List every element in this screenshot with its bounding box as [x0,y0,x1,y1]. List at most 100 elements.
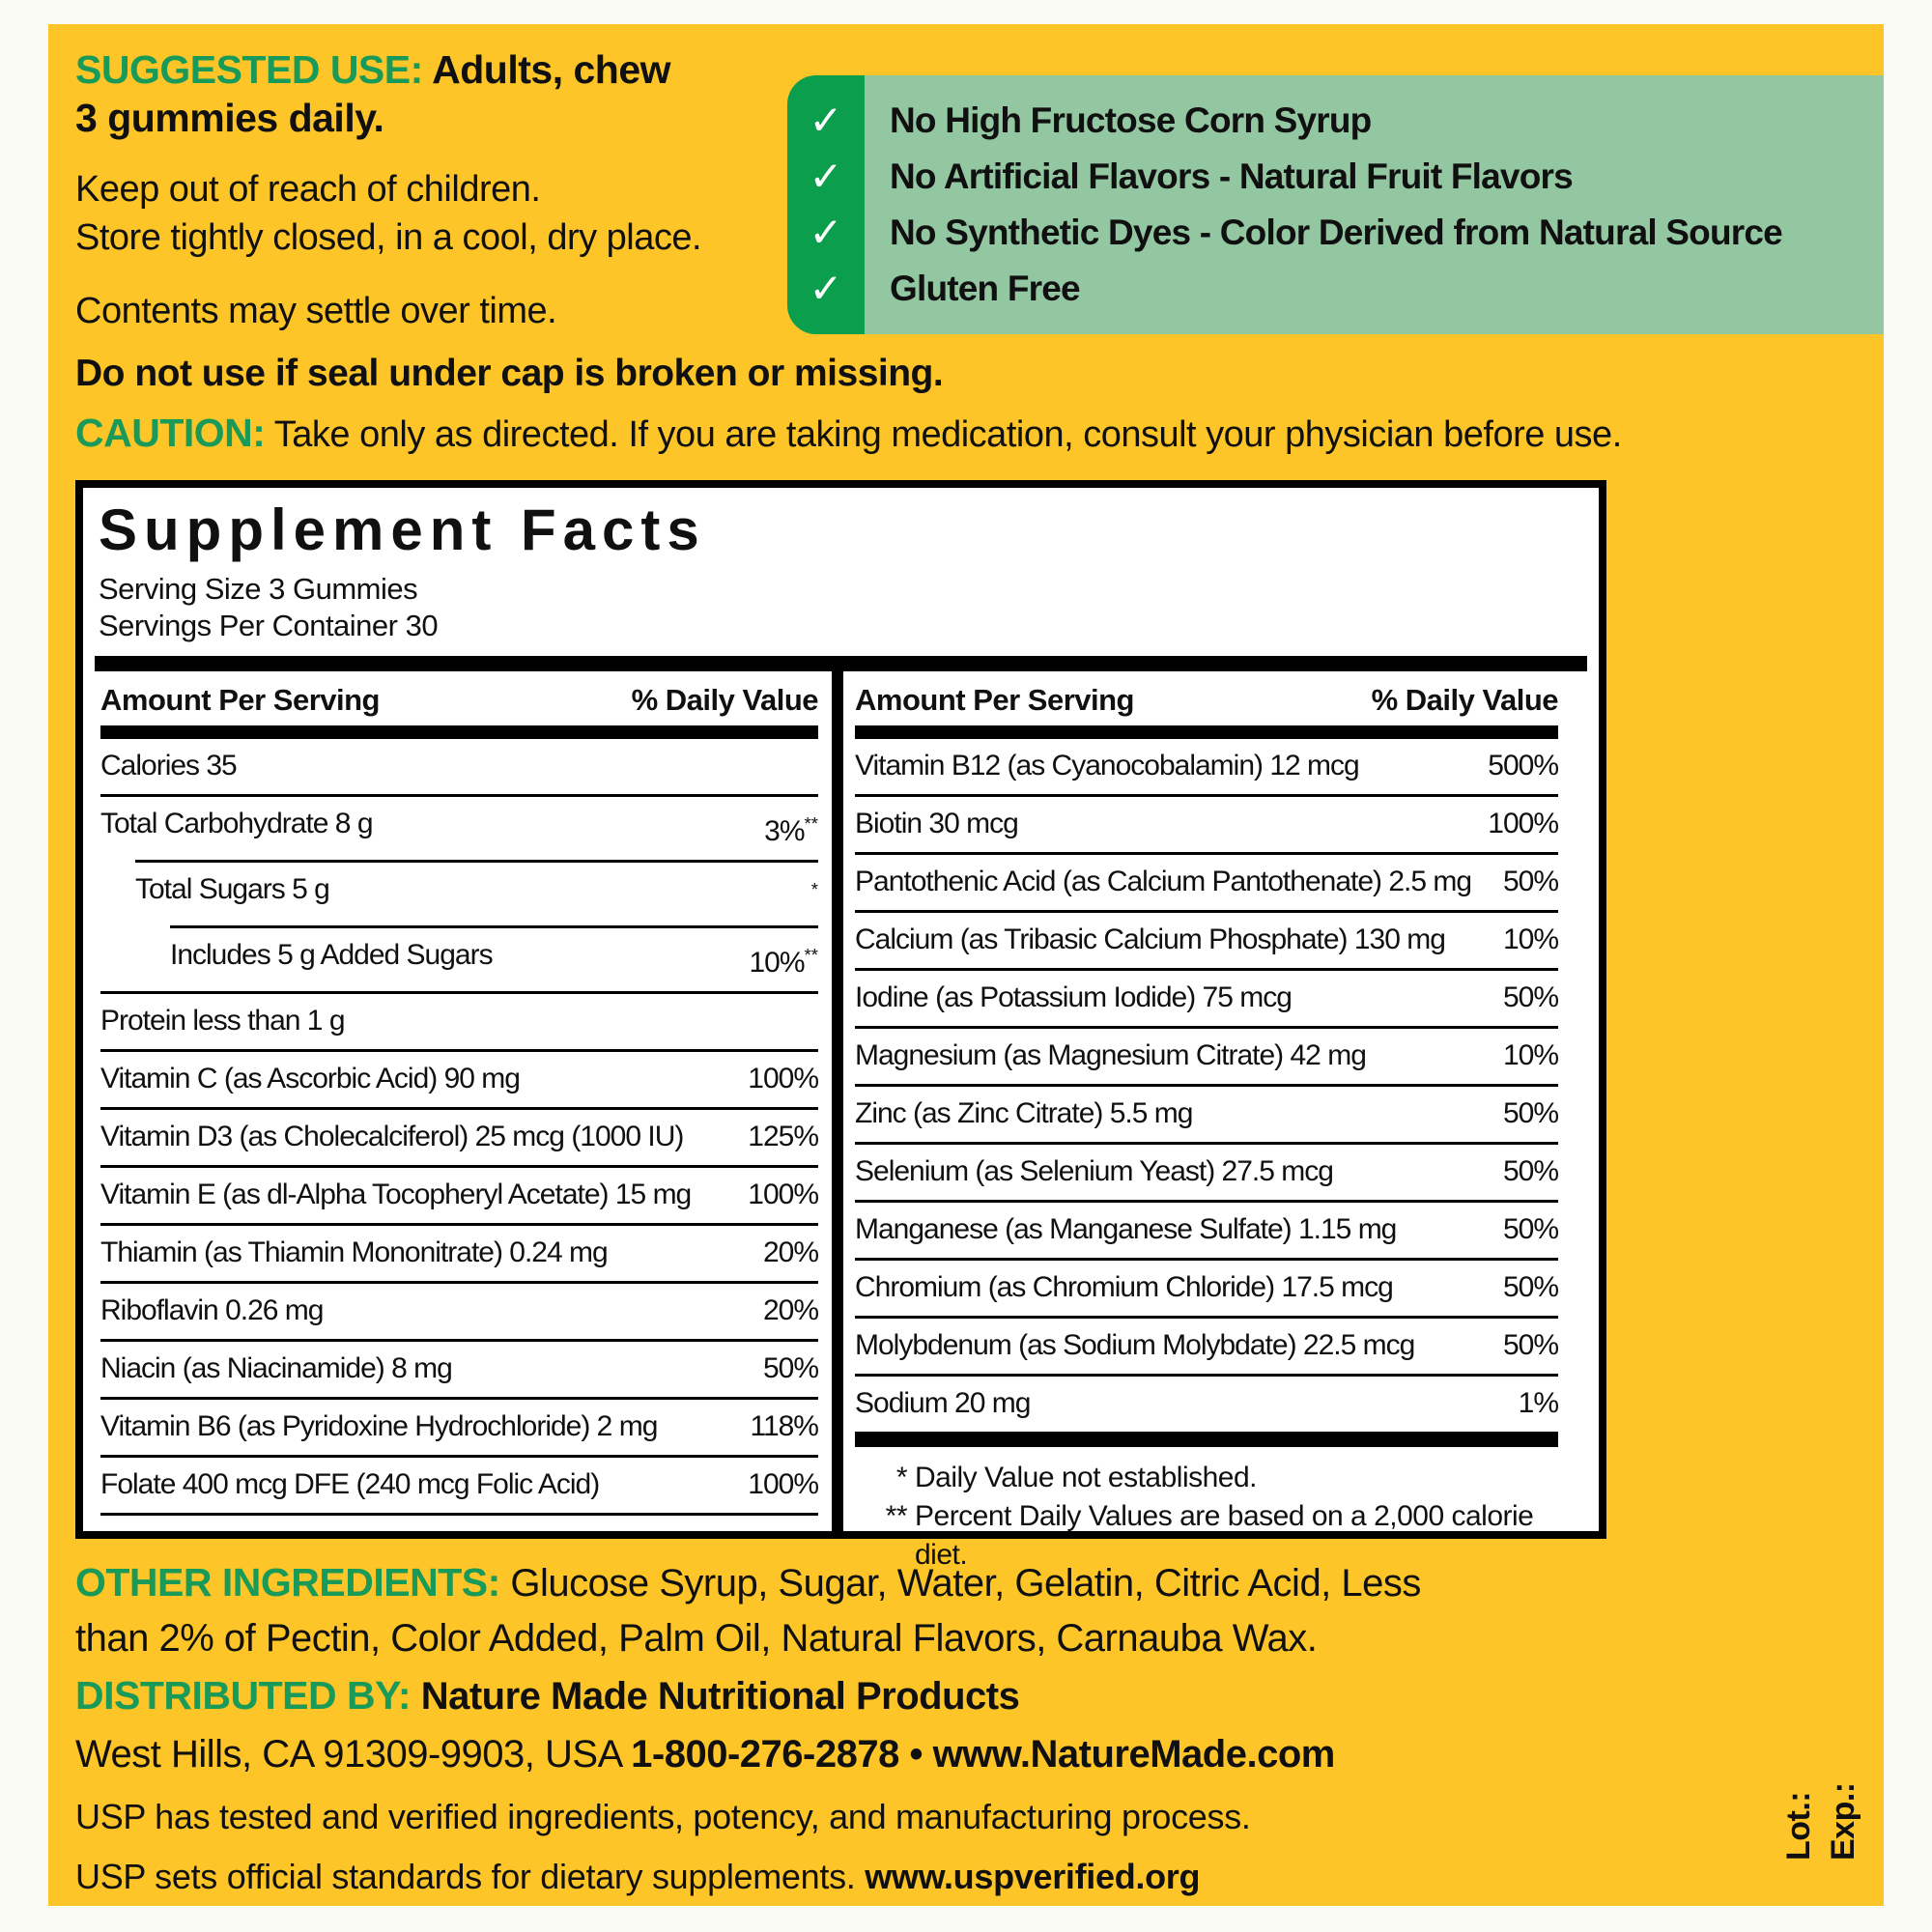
benefit-item: ✓ Gluten Free [787,261,1884,317]
storage-line: Store tightly closed, in a cool, dry pla… [75,217,702,258]
table-row: Total Carbohydrate 8 g 3%** [100,794,818,860]
benefit-item: ✓ No Artificial Flavors - Natural Fruit … [787,149,1884,205]
daily-value: 125% [748,1121,819,1152]
nutrient-name: Zinc (as Zinc Citrate) 5.5 mg [855,1097,1193,1129]
nutrient-name: Calcium (as Tribasic Calcium Phosphate) … [855,923,1446,955]
table-row: Vitamin B6 (as Pyridoxine Hydrochloride)… [100,1397,819,1455]
nutrient-name: Biotin 30 mcg [855,808,1019,839]
nutrient-table-right: Vitamin B12 (as Cyanocobalamin) 12 mcg 50… [855,739,1559,1432]
other-ingredients-line1: OTHER INGREDIENTS: Glucose Syrup, Sugar,… [75,1555,1756,1611]
table-row: Thiamin (as Thiamin Mononitrate) 0.24 mg… [100,1223,819,1281]
table-row: Manganese (as Manganese Sulfate) 1.15 mg… [855,1200,1559,1258]
nutrient-name: Includes 5 g Added Sugars [170,939,494,971]
benefit-label: No Synthetic Dyes - Color Derived from N… [890,213,1783,252]
daily-value-header: % Daily Value [631,683,819,717]
table-row: Sodium 20 mg 1% [855,1374,1559,1432]
daily-value: 50% [1502,1213,1559,1245]
table-row: Zinc (as Zinc Citrate) 5.5 mg 50% [855,1084,1559,1142]
check-icon: ✓ [809,265,843,312]
table-row: Vitamin E (as dl-Alpha Tocopheryl Acetat… [100,1165,819,1223]
table-row: Calories 35 [100,739,818,794]
suggested-use-block: SUGGESTED USE: Adults, chew 3 gummies da… [75,45,703,335]
nutrient-name: Sodium 20 mg [855,1387,1031,1419]
facts-columns: Amount Per Serving % Daily Value Calorie… [95,671,1587,1571]
storage-line: Keep out of reach of children. [75,169,541,210]
benefits-panel: ✓ No High Fructose Corn Syrup ✓ No Artif… [787,75,1884,334]
nutrient-name: Vitamin B6 (as Pyridoxine Hydrochloride)… [100,1410,658,1442]
table-row: Riboflavin 0.26 mg 20% [100,1281,819,1339]
nutrient-table-left: Calories 35 Total Carbohydrate 8 g 3%** Tot… [100,739,819,1516]
check-icon: ✓ [809,97,843,144]
checkmark-stripe [787,75,865,334]
benefit-label: Gluten Free [890,269,1081,308]
benefit-label: No Artificial Flavors - Natural Fruit Fl… [890,156,1574,196]
daily-value: 118% [750,1410,819,1442]
daily-value: 50% [1502,1155,1559,1187]
daily-value: 50% [1502,866,1559,897]
amount-header: Amount Per Serving [855,683,1135,717]
product-label: SUGGESTED USE: Adults, chew 3 gummies da… [48,24,1884,1906]
daily-value: 10% [1502,923,1559,955]
table-row: Niacin (as Niacinamide) 8 mg 50% [100,1339,819,1397]
footnote: * Daily Value not established. [865,1459,1558,1497]
check-icon: ✓ [809,153,843,200]
benefit-item: ✓ No High Fructose Corn Syrup [787,93,1884,149]
nutrient-name: Vitamin D3 (as Cholecalciferol) 25 mcg (… [100,1121,684,1152]
divider-bar [95,656,1587,671]
daily-value [809,1003,818,1039]
column-header: Amount Per Serving % Daily Value [855,671,1559,739]
check-icon: ✓ [809,209,843,256]
nutrient-name: Manganese (as Manganese Sulfate) 1.15 mg [855,1213,1397,1245]
suggested-use-text-line2: 3 gummies daily. [75,96,384,140]
daily-value: 100% [748,1063,819,1094]
daily-value: 100% [748,1468,819,1500]
table-row: Chromium (as Chromium Chloride) 17.5 mcg… [855,1258,1559,1316]
daily-value: 50% [1502,1271,1559,1303]
daily-value: 100% [1488,808,1559,839]
table-row: Protein less than 1 g [100,991,818,1049]
daily-value: 10%** [749,945,818,979]
nutrient-name: Magnesium (as Magnesium Citrate) 42 mg [855,1039,1367,1071]
phone-and-website: 1-800-276-2878 • www.NatureMade.com [631,1733,1335,1776]
footnote: ** Percent Daily Values are based on a 2… [865,1497,1558,1575]
nutrient-name: Chromium (as Chromium Chloride) 17.5 mcg [855,1271,1394,1303]
usp-standards-line: USP sets official standards for dietary … [75,1856,1756,1898]
daily-value: 50% [1502,1097,1559,1129]
other-ingredients-text: Glucose Syrup, Sugar, Water, Gelatin, Ci… [499,1562,1421,1605]
nutrient-name: Folate 400 mcg DFE (240 mcg Folic Acid) [100,1468,600,1500]
table-row: Molybdenum (as Sodium Molybdate) 22.5 mc… [855,1316,1559,1374]
nutrient-name: Calories 35 [100,750,238,781]
footnote-text: Percent Daily Values are based on a 2,00… [915,1500,1534,1571]
table-row: Total Sugars 5 g * [135,860,818,925]
nutrient-name: Molybdenum (as Sodium Molybdate) 22.5 mc… [855,1329,1415,1361]
nutrient-name: Riboflavin 0.26 mg [100,1294,324,1326]
daily-value: 20% [762,1294,819,1326]
table-row: Pantothenic Acid (as Calcium Pantothenat… [855,852,1559,910]
servings-per-container: Servings Per Container 30 [99,609,439,642]
nutrient-name: Vitamin B12 (as Cyanocobalamin) 12 mcg [855,750,1360,781]
address-line: West Hills, CA 91309-9903, USA 1-800-276… [75,1730,1756,1778]
nutrient-name: Iodine (as Potassium Iodide) 75 mcg [855,981,1293,1013]
amount-header: Amount Per Serving [100,683,381,717]
divider-bar [855,1432,1558,1447]
daily-value: 1% [1518,1387,1559,1419]
exp-label: Exp.: [1825,1782,1861,1861]
table-row: Vitamin B12 (as Cyanocobalamin) 12 mcg 50… [855,739,1559,794]
nutrient-name: Total Carbohydrate 8 g [100,808,374,839]
settle-line: Contents may settle over time. [75,291,557,331]
lot-label: Lot.: [1780,1791,1817,1861]
footnotes: * Daily Value not established. ** Percen… [855,1447,1558,1575]
serving-size: Serving Size 3 Gummies [99,572,418,606]
facts-column-right: Amount Per Serving % Daily Value Vitamin… [832,671,1587,1571]
daily-value-header: % Daily Value [1371,683,1559,717]
usp-standards-text: USP sets official standards for dietary … [75,1857,866,1896]
benefit-label: No High Fructose Corn Syrup [890,100,1372,140]
nutrient-name: Selenium (as Selenium Yeast) 27.5 mcg [855,1155,1334,1187]
nutrient-name: Protein less than 1 g [100,1005,346,1037]
benefit-item: ✓ No Synthetic Dyes - Color Derived from… [787,205,1884,261]
footnote-text: Daily Value not established. [915,1462,1258,1493]
table-row: Vitamin D3 (as Cholecalciferol) 25 mcg (… [100,1107,819,1165]
nutrient-name: Vitamin C (as Ascorbic Acid) 90 mg [100,1063,521,1094]
nutrient-name: Total Sugars 5 g [135,873,330,905]
nutrient-name: Niacin (as Niacinamide) 8 mg [100,1352,453,1384]
